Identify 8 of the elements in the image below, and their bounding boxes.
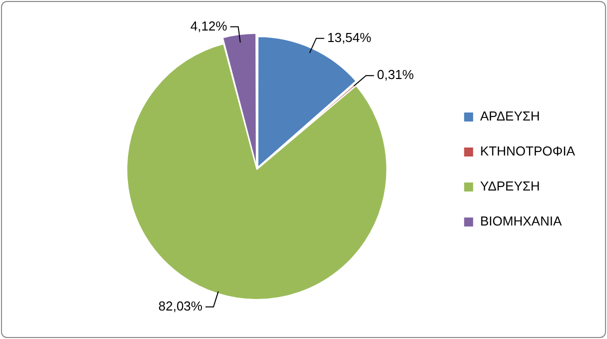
data-label: 13,54% [327, 30, 372, 45]
data-label: 4,12% [190, 18, 228, 34]
legend-label: ΒΙΟΜΗΧΑΝΙΑ [480, 214, 562, 229]
legend-label: ΑΡΔΕΥΣΗ [480, 108, 540, 124]
data-label: 82,03% [158, 298, 203, 314]
data-label: 0,31% [376, 67, 414, 82]
legend-label: ΚΤΗΝΟΤΡΟΦΙΑ [480, 144, 576, 159]
legend-label: ΥΔΡΕΥΣΗ [480, 178, 540, 194]
